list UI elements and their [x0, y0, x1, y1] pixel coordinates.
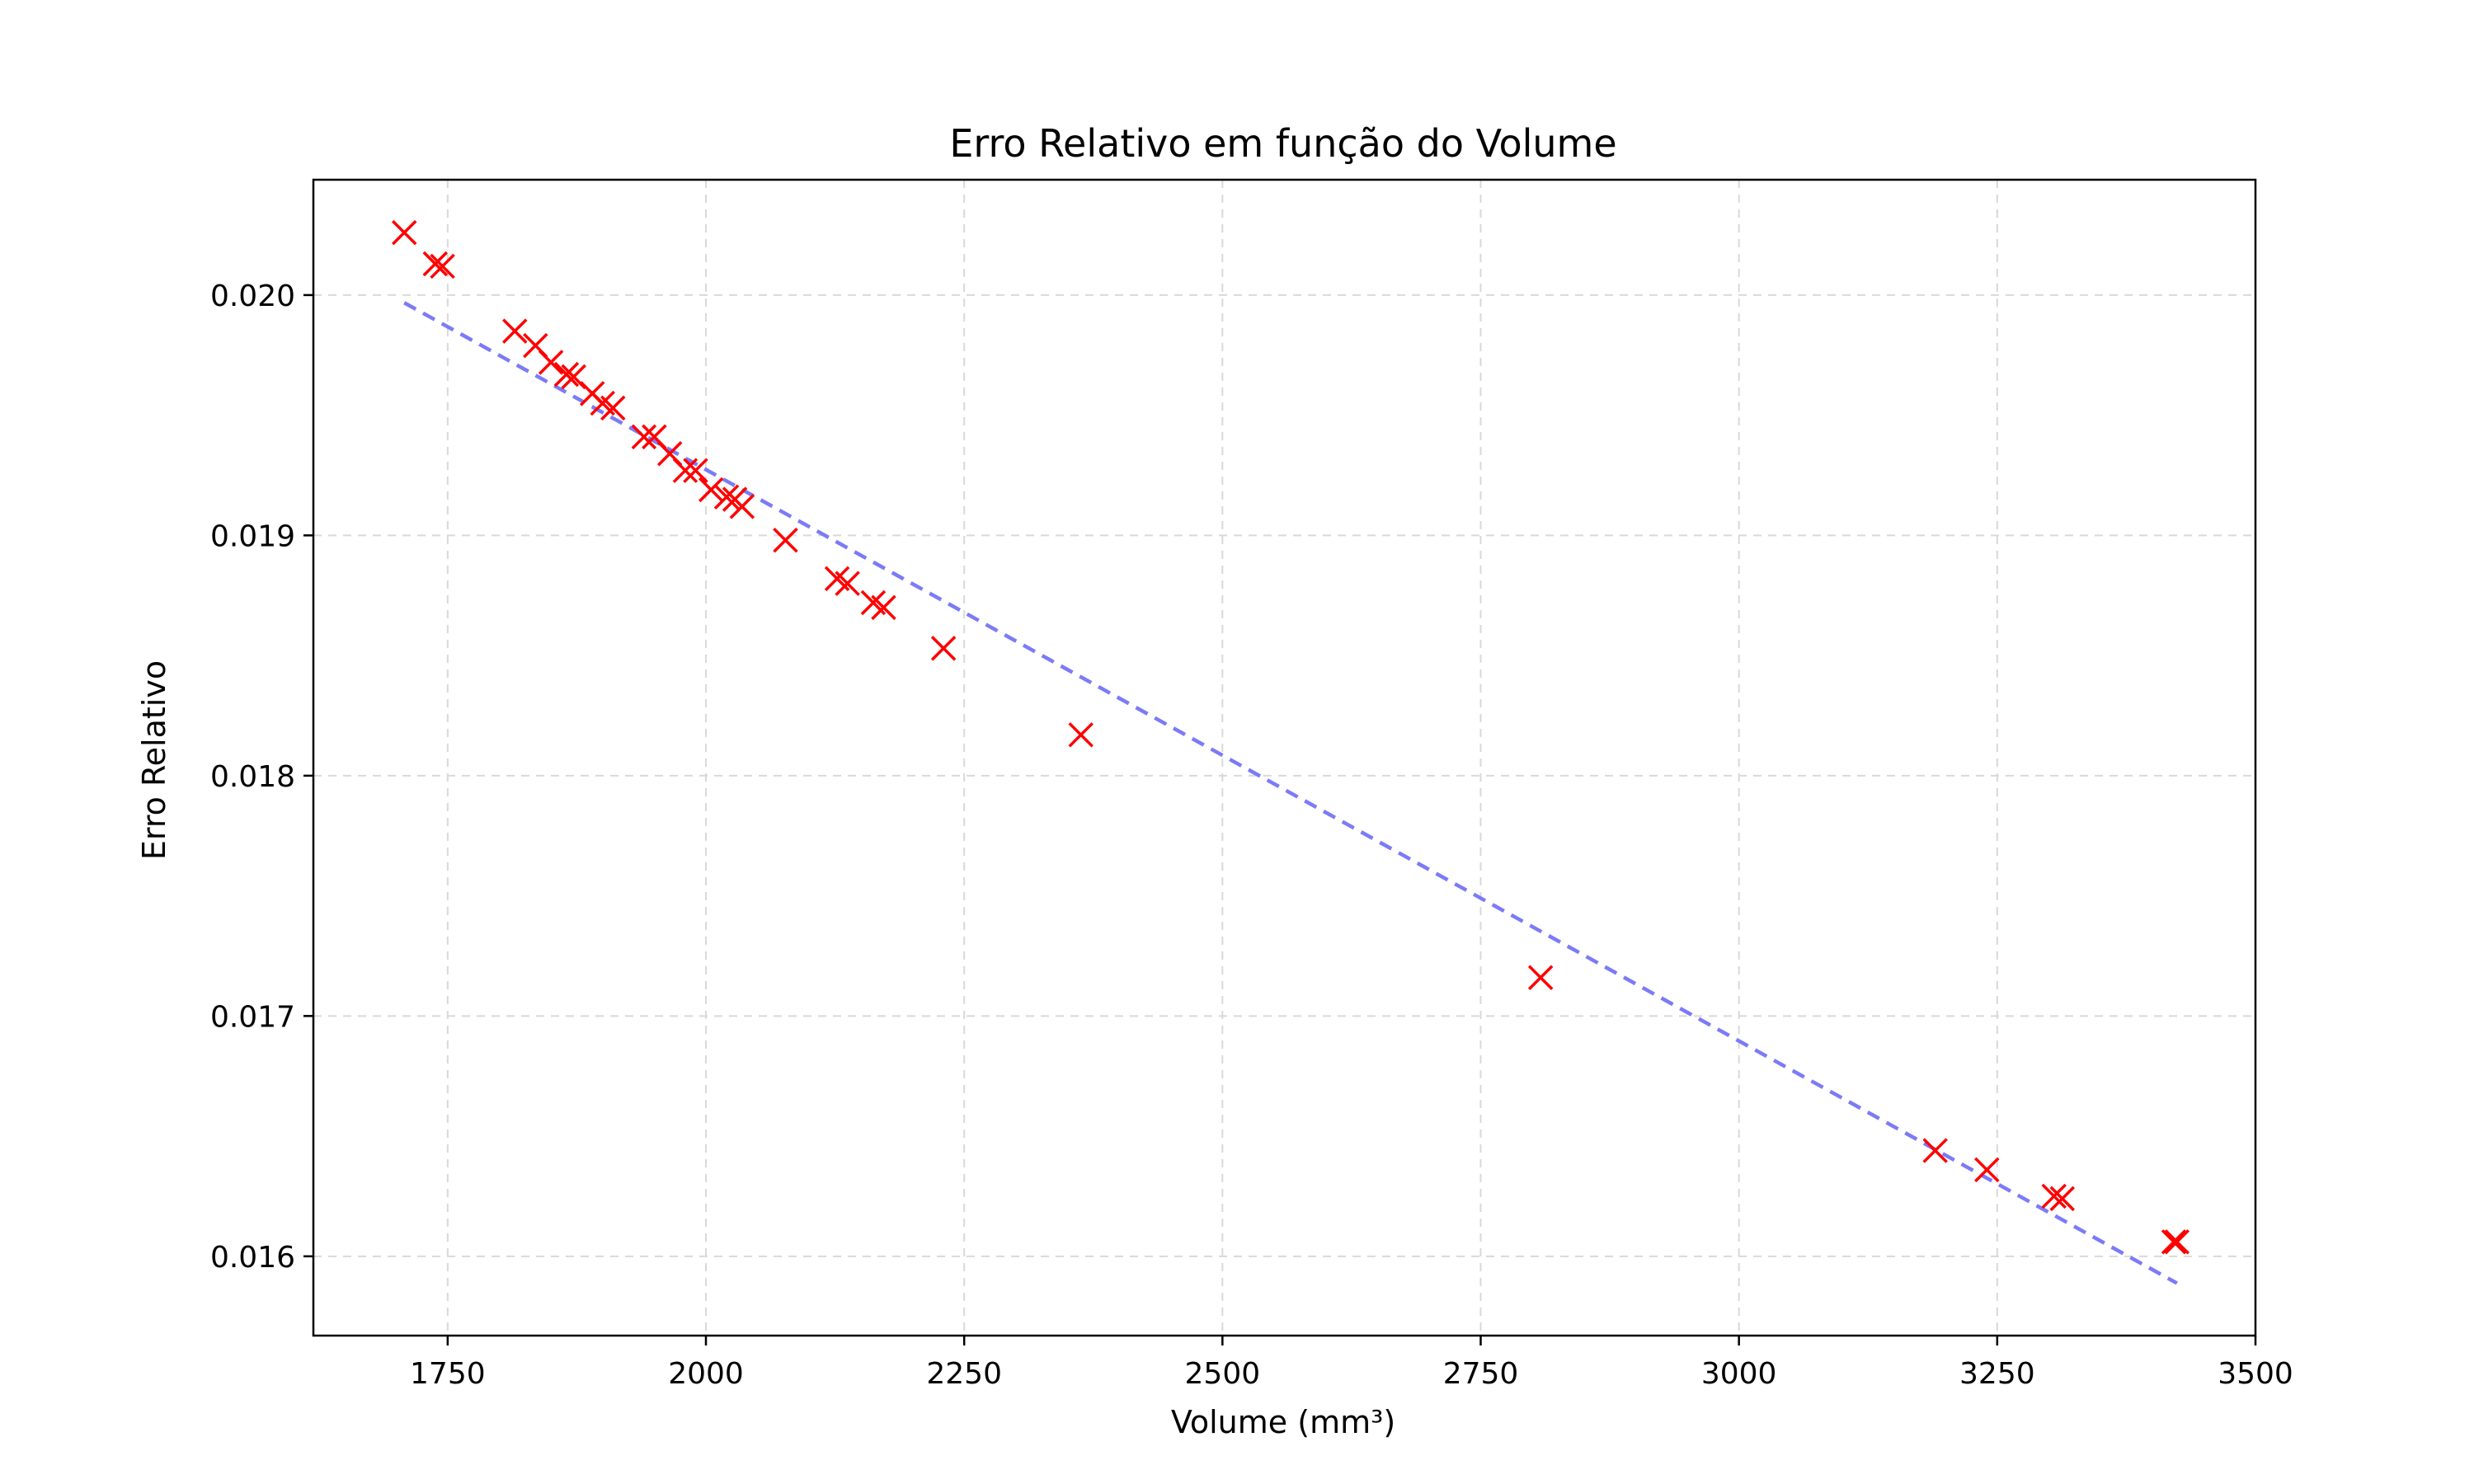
- data-point: [672, 458, 698, 483]
- x-axis-label: Volume (mm³): [1171, 1404, 1395, 1440]
- data-point: [430, 253, 455, 279]
- data-point: [2164, 1229, 2190, 1255]
- trendline: [403, 301, 2178, 1285]
- data-point: [2049, 1186, 2075, 1212]
- data-point: [2041, 1183, 2067, 1209]
- data-point: [631, 424, 657, 450]
- data-point: [538, 350, 564, 375]
- data-point: [930, 636, 957, 661]
- x-tick-label: 2000: [668, 1357, 744, 1391]
- data-point: [391, 219, 417, 246]
- data-point: [729, 494, 755, 519]
- y-tick-label: 0.016: [210, 1241, 295, 1275]
- x-tick-label: 3500: [2218, 1357, 2293, 1391]
- plot-frame: [312, 178, 2257, 1337]
- y-tick-label: 0.020: [210, 279, 295, 313]
- grid: [313, 180, 2256, 1336]
- data-point: [553, 361, 580, 387]
- data-point: [1068, 722, 1094, 748]
- x-tick-label: 3000: [1701, 1357, 1777, 1391]
- y-tick-label: 0.017: [210, 1000, 295, 1034]
- data-point: [1527, 965, 1554, 990]
- y-tick-label: 0.019: [210, 519, 295, 553]
- x-tick-label: 2750: [1443, 1357, 1519, 1391]
- data-point: [773, 527, 798, 553]
- data-point: [713, 484, 740, 510]
- trendline-layer: [403, 301, 2178, 1285]
- data-point: [600, 395, 626, 421]
- x-tick-label: 3250: [1959, 1357, 2035, 1391]
- data-point: [698, 477, 724, 503]
- y-axis-label: Erro Relativo: [136, 660, 172, 860]
- data-point: [1974, 1157, 2000, 1183]
- x-tick-label: 2500: [1185, 1357, 1261, 1391]
- x-tick-label: 1750: [410, 1357, 486, 1391]
- chart-title: Erro Relativo em função do Volume: [949, 121, 1616, 166]
- data-point: [2161, 1229, 2187, 1255]
- x-tick-label: 2250: [926, 1357, 1002, 1391]
- data-point: [871, 594, 896, 621]
- points-layer: [391, 219, 2190, 1255]
- data-point: [1922, 1138, 1948, 1163]
- data-point: [835, 571, 860, 596]
- data-point: [502, 318, 528, 344]
- data-point: [683, 458, 708, 483]
- y-tick-label: 0.018: [210, 760, 295, 794]
- ticks: 1750 2000 2250 2500 2750 3000 3250 3500 0.016 0.0…: [210, 279, 2293, 1391]
- data-point: [422, 251, 449, 277]
